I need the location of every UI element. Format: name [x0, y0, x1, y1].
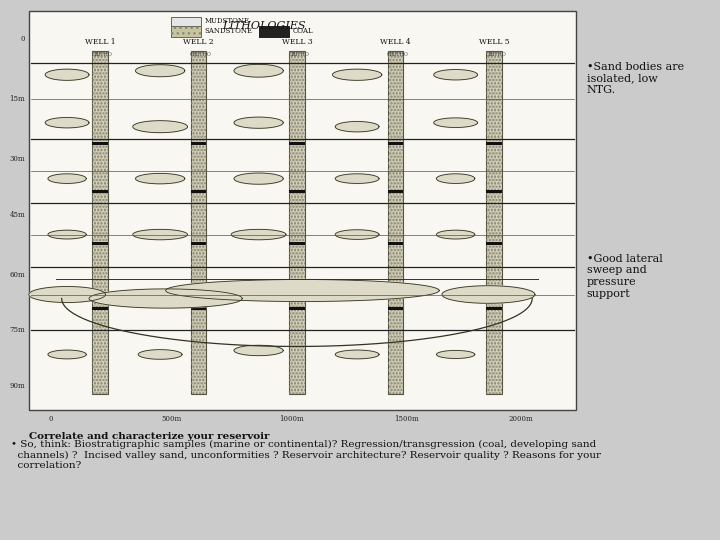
Text: 45m: 45m [9, 211, 25, 219]
Polygon shape [436, 174, 474, 184]
FancyBboxPatch shape [486, 242, 502, 245]
Polygon shape [135, 65, 185, 77]
Text: LITHO: LITHO [293, 52, 310, 57]
Text: WELL 1: WELL 1 [85, 38, 115, 46]
FancyBboxPatch shape [388, 191, 403, 193]
Polygon shape [166, 280, 439, 301]
FancyBboxPatch shape [289, 143, 305, 145]
Polygon shape [336, 350, 379, 359]
Text: •Sand bodies are
isolated, low
NTG.: •Sand bodies are isolated, low NTG. [587, 62, 684, 95]
Polygon shape [234, 173, 283, 184]
Text: 1000m: 1000m [279, 415, 304, 423]
FancyBboxPatch shape [92, 143, 107, 145]
FancyBboxPatch shape [388, 242, 403, 245]
FancyBboxPatch shape [289, 191, 305, 193]
Text: 90m: 90m [9, 382, 25, 390]
FancyBboxPatch shape [191, 51, 206, 394]
FancyBboxPatch shape [92, 191, 107, 193]
Polygon shape [442, 286, 535, 303]
Polygon shape [336, 230, 379, 239]
Polygon shape [234, 117, 283, 129]
Polygon shape [132, 230, 187, 240]
Text: LITHO: LITHO [392, 52, 408, 57]
FancyBboxPatch shape [171, 17, 201, 25]
FancyBboxPatch shape [388, 51, 403, 394]
Text: • So, think: Biostratigraphic samples (marine or continental)? Regression/transg: • So, think: Biostratigraphic samples (m… [11, 440, 600, 470]
FancyBboxPatch shape [29, 11, 576, 410]
Text: GR: GR [289, 52, 296, 57]
Polygon shape [231, 230, 286, 240]
Text: WELL 4: WELL 4 [380, 38, 410, 46]
FancyBboxPatch shape [388, 307, 403, 310]
Polygon shape [48, 350, 86, 359]
FancyBboxPatch shape [171, 25, 201, 37]
FancyBboxPatch shape [92, 242, 107, 245]
Polygon shape [45, 118, 89, 128]
Text: GR: GR [387, 52, 395, 57]
Text: 2000m: 2000m [509, 415, 534, 423]
Polygon shape [45, 69, 89, 80]
FancyBboxPatch shape [486, 307, 502, 310]
Polygon shape [234, 345, 283, 356]
FancyBboxPatch shape [92, 51, 107, 394]
FancyBboxPatch shape [191, 191, 206, 193]
Text: 0: 0 [21, 35, 25, 43]
Text: GR: GR [190, 52, 197, 57]
Polygon shape [436, 230, 474, 239]
Text: WELL 3: WELL 3 [282, 38, 312, 46]
Polygon shape [433, 70, 477, 80]
Text: GR: GR [91, 52, 99, 57]
FancyBboxPatch shape [191, 307, 206, 310]
FancyBboxPatch shape [388, 143, 403, 145]
Text: Correlate and characterize your reservoir: Correlate and characterize your reservoi… [29, 432, 269, 441]
Polygon shape [135, 173, 185, 184]
Text: MUDSTONE: MUDSTONE [204, 17, 250, 25]
Text: 30m: 30m [9, 154, 25, 163]
Text: WELL 2: WELL 2 [183, 38, 214, 46]
FancyBboxPatch shape [289, 242, 305, 245]
Text: 0: 0 [48, 415, 53, 423]
Text: 500m: 500m [161, 415, 181, 423]
FancyBboxPatch shape [289, 307, 305, 310]
FancyBboxPatch shape [289, 51, 305, 394]
Text: GR: GR [485, 52, 493, 57]
Polygon shape [436, 350, 474, 359]
Polygon shape [433, 118, 477, 127]
Polygon shape [336, 122, 379, 132]
FancyBboxPatch shape [258, 25, 289, 37]
Polygon shape [48, 174, 86, 184]
Polygon shape [138, 350, 182, 359]
FancyBboxPatch shape [92, 307, 107, 310]
Polygon shape [132, 121, 187, 133]
Text: 75m: 75m [9, 327, 25, 334]
Text: LITHO: LITHO [490, 52, 507, 57]
Polygon shape [89, 289, 242, 308]
Text: •Good lateral
sweep and
pressure
support: •Good lateral sweep and pressure support [587, 254, 662, 299]
FancyBboxPatch shape [191, 143, 206, 145]
FancyBboxPatch shape [486, 51, 502, 394]
Text: 60m: 60m [9, 271, 25, 279]
Text: 15m: 15m [9, 94, 25, 103]
Text: SANDSTONE: SANDSTONE [204, 27, 253, 35]
Text: LITHOLOGIES: LITHOLOGIES [222, 21, 306, 31]
Text: LITHO: LITHO [96, 52, 113, 57]
Text: 1500m: 1500m [394, 415, 419, 423]
Polygon shape [48, 230, 86, 239]
Polygon shape [333, 69, 382, 80]
Text: COAL: COAL [292, 27, 313, 35]
Text: LITHO: LITHO [194, 52, 212, 57]
FancyBboxPatch shape [486, 191, 502, 193]
Polygon shape [336, 174, 379, 184]
Polygon shape [29, 287, 105, 302]
Polygon shape [234, 64, 283, 77]
FancyBboxPatch shape [191, 242, 206, 245]
Text: WELL 5: WELL 5 [479, 38, 509, 46]
FancyBboxPatch shape [486, 143, 502, 145]
